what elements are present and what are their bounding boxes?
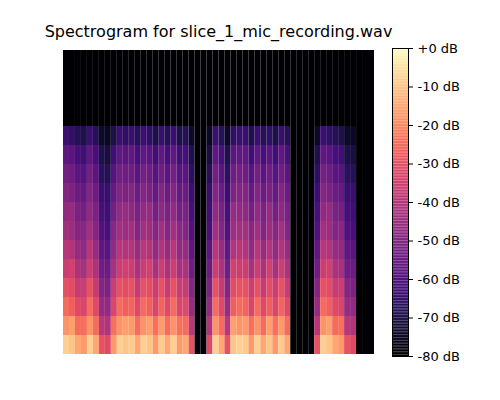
svg-text:-30 dB: -30 dB	[418, 156, 461, 171]
svg-text:-50 dB: -50 dB	[418, 233, 461, 248]
svg-text:-80 dB: -80 dB	[418, 349, 461, 364]
svg-text:-40 dB: -40 dB	[418, 195, 461, 210]
html-text:Spectrogram for slice_1_mic_re: Spectrogram for slice_1_mic_recording.wa…	[44, 22, 393, 41]
svg-text:-10 dB: -10 dB	[418, 79, 461, 94]
svg-text:-60 dB: -60 dB	[418, 272, 461, 287]
svg-text:-70 dB: -70 dB	[418, 310, 461, 325]
svg-text:-20 dB: -20 dB	[418, 118, 461, 133]
svg-text:+0 dB: +0 dB	[418, 41, 458, 56]
